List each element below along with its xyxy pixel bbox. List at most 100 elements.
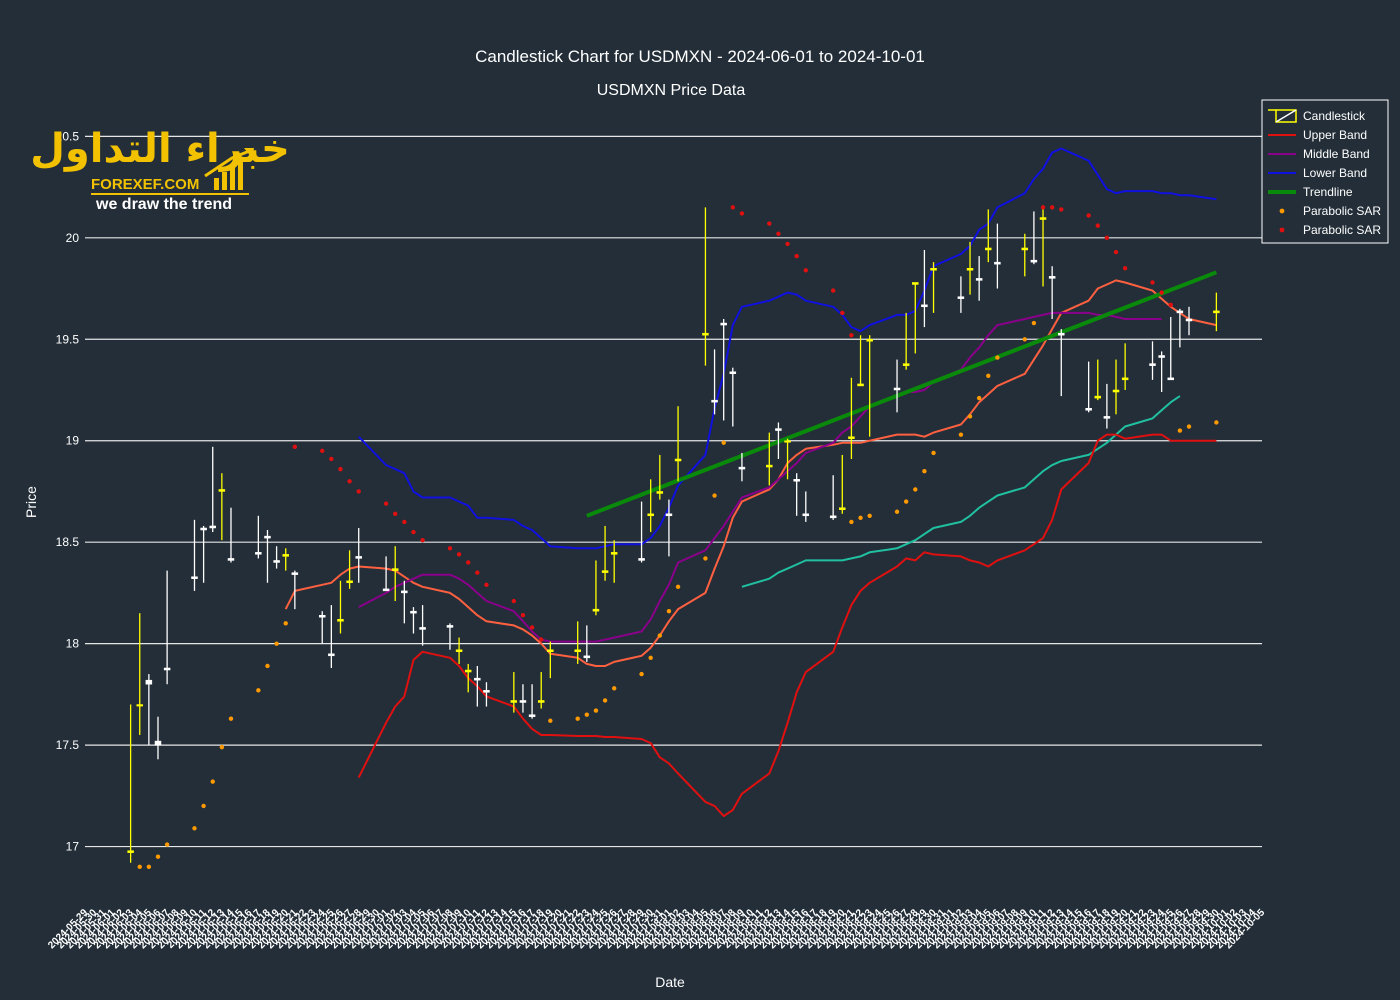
sar-dot-below bbox=[602, 698, 608, 703]
legend-label: Parabolic SAR bbox=[1303, 223, 1381, 237]
legend-item[interactable]: Parabolic SAR bbox=[1279, 204, 1382, 218]
candle bbox=[1185, 306, 1193, 336]
sar-dot-above bbox=[338, 466, 343, 472]
sar-dot-below bbox=[867, 513, 872, 519]
logo-divider bbox=[91, 193, 249, 195]
candle bbox=[1103, 383, 1111, 429]
sar-dot-below bbox=[192, 826, 197, 831]
legend-item[interactable]: Parabolic SAR bbox=[1279, 223, 1382, 237]
sar-dot-below bbox=[995, 355, 1000, 360]
candle bbox=[1149, 341, 1156, 380]
y-tick-label: 17.5 bbox=[56, 738, 80, 752]
sar-dot-below bbox=[675, 584, 681, 590]
sar-dot-below bbox=[903, 499, 909, 504]
forexef-logo: خبراء التداول FOREXEF.COM we draw the tr… bbox=[30, 126, 290, 213]
y-axis-ticks: 17 17.5 18 18.5 19 19.5 20 20.5 bbox=[56, 129, 80, 853]
candle bbox=[419, 605, 426, 646]
legend-item[interactable]: Upper Band bbox=[1268, 128, 1367, 142]
candle bbox=[848, 377, 855, 459]
y-tick-label: 18 bbox=[66, 637, 80, 651]
sar-dot-below bbox=[265, 663, 270, 669]
candle bbox=[1167, 316, 1175, 381]
candle bbox=[547, 641, 554, 679]
legend-item[interactable]: Trendline bbox=[1268, 185, 1353, 199]
sar-dot-below bbox=[283, 621, 288, 626]
candle bbox=[337, 580, 344, 634]
logo-brand-name: FOREXEF.COM bbox=[91, 176, 199, 193]
candle bbox=[702, 207, 709, 366]
chart-title: Candlestick Chart for USDMXN - 2024-06-0… bbox=[475, 47, 925, 66]
candle bbox=[346, 550, 353, 589]
sar-dot-above bbox=[794, 253, 799, 259]
sar-dot-below bbox=[155, 854, 161, 859]
sar-dot-above bbox=[1095, 223, 1100, 228]
legend-item[interactable]: Lower Band bbox=[1268, 166, 1367, 180]
sar-dot-above bbox=[840, 310, 845, 316]
sar-dot-above bbox=[466, 560, 471, 565]
sar-dot-above bbox=[383, 501, 389, 506]
legend-label: Trendline bbox=[1303, 185, 1353, 199]
candle bbox=[784, 438, 791, 480]
sar-dot-above bbox=[1086, 213, 1091, 218]
ema-slow-line bbox=[741, 395, 1181, 588]
candle bbox=[1030, 211, 1038, 265]
sar-dot-above bbox=[1168, 302, 1173, 307]
candle bbox=[994, 223, 1001, 289]
sar-dot-above bbox=[356, 489, 361, 494]
candle bbox=[528, 684, 536, 719]
y-tick-label: 18.5 bbox=[56, 535, 80, 549]
sar-dot-above bbox=[849, 333, 854, 338]
grid bbox=[85, 135, 1262, 848]
candle bbox=[200, 525, 207, 583]
sar-dot-below bbox=[858, 515, 863, 521]
legend-item[interactable]: Middle Band bbox=[1268, 147, 1370, 161]
candle bbox=[893, 359, 901, 413]
sar-dot-below bbox=[639, 671, 644, 677]
candle bbox=[127, 704, 134, 863]
candle bbox=[483, 682, 490, 707]
sar-dot-below bbox=[228, 716, 234, 721]
candle bbox=[601, 525, 609, 581]
sar-dot-above bbox=[830, 288, 836, 293]
candle bbox=[318, 611, 326, 644]
candle bbox=[610, 540, 618, 583]
sar-dot-below bbox=[931, 450, 936, 456]
candle bbox=[583, 625, 591, 662]
sar-dot-below bbox=[219, 744, 225, 750]
candle bbox=[1085, 361, 1092, 413]
sar-dot-above bbox=[420, 537, 425, 543]
sar-dot-below bbox=[593, 708, 599, 713]
candle bbox=[1158, 351, 1165, 393]
candle bbox=[474, 665, 481, 707]
legend-item[interactable]: Candlestick bbox=[1268, 109, 1366, 123]
candle bbox=[674, 406, 682, 482]
candle bbox=[802, 491, 810, 522]
sar-dot-above bbox=[1040, 205, 1046, 210]
candle bbox=[985, 209, 992, 263]
candle bbox=[328, 605, 335, 668]
candle bbox=[665, 499, 673, 557]
candle bbox=[209, 446, 216, 533]
sar-dot-above bbox=[1150, 280, 1155, 285]
candle bbox=[446, 623, 454, 650]
sar-dot-below bbox=[666, 608, 672, 614]
legend-label: Parabolic SAR bbox=[1303, 204, 1381, 218]
sar-dot-above bbox=[739, 211, 745, 216]
sar-dot-above bbox=[1122, 266, 1128, 271]
candle bbox=[656, 454, 664, 500]
candle bbox=[1176, 308, 1184, 348]
sar-dot-below bbox=[137, 864, 142, 870]
sar-dot-below bbox=[976, 395, 982, 401]
candle bbox=[902, 312, 910, 370]
sar-dot-above bbox=[776, 231, 781, 236]
sar-dot-below bbox=[584, 712, 590, 717]
sar-dot-above bbox=[1104, 235, 1110, 241]
candle bbox=[1213, 292, 1220, 332]
y-axis-label: Price bbox=[23, 486, 39, 518]
candle bbox=[1058, 329, 1065, 397]
y-tick-label: 17 bbox=[66, 840, 80, 854]
sar-dot-below bbox=[1186, 424, 1192, 429]
sar-dot-above bbox=[539, 637, 544, 642]
sar-dot-below bbox=[611, 686, 617, 691]
y-tick-label: 20.5 bbox=[56, 129, 80, 143]
